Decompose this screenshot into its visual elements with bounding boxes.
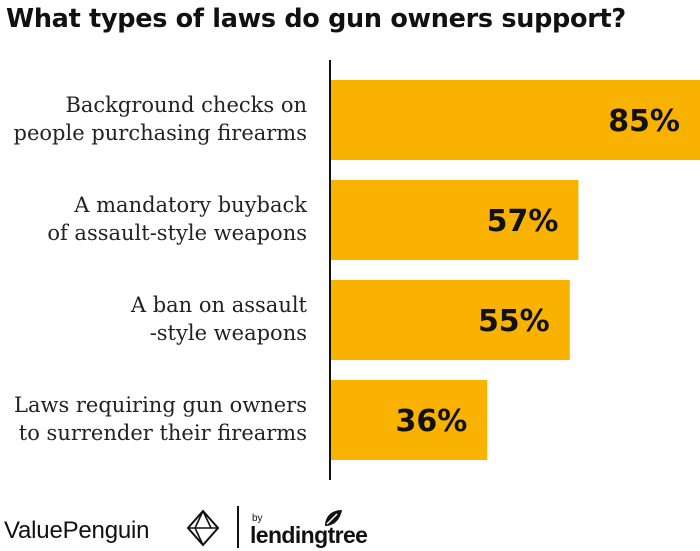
valuepenguin-diamond-icon — [186, 509, 220, 547]
bar-3 — [331, 280, 570, 360]
category-label: of assault-style weapons — [47, 221, 307, 245]
bar-chart: 85% Background checks on people purchasing… — [14, 60, 700, 480]
chart-title: What types of laws do gun owners support… — [6, 4, 626, 34]
bar-1 — [331, 80, 700, 160]
bar-value-label: 55% — [478, 304, 550, 339]
bar-4 — [331, 380, 488, 460]
category-label: -style weapons — [150, 321, 307, 345]
by-label: by — [252, 513, 263, 524]
bar-value-label: 85% — [608, 104, 680, 139]
bar-2 — [331, 180, 579, 260]
lendingtree-logo-text: lendingtree — [250, 522, 368, 548]
footer: ValuePenguin by lendingtree — [0, 500, 700, 550]
category-label: A mandatory buyback — [73, 193, 307, 217]
category-label: Background checks on — [65, 93, 307, 117]
category-label: people purchasing firearms — [14, 121, 307, 145]
valuepenguin-logo-text: ValuePenguin — [4, 517, 150, 544]
category-label: to surrender their firearms — [19, 421, 307, 445]
lendingtree-leaf-icon — [325, 510, 342, 526]
bar-value-label: 36% — [395, 404, 467, 439]
footer-divider — [237, 506, 239, 548]
category-label: Laws requiring gun owners — [14, 393, 307, 417]
category-label: A ban on assault — [130, 293, 308, 317]
bar-value-label: 57% — [487, 204, 559, 239]
